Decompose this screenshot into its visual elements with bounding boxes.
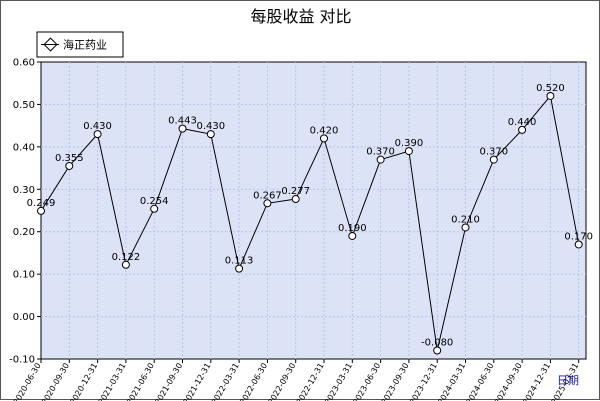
data-label: 0.443 [168,116,197,127]
y-tick-label: 0.40 [13,142,35,153]
data-label: 0.440 [508,117,537,128]
x-axis-ticks: 2020-06-302020-09-302020-12-312021-03-31… [12,359,581,401]
x-tick-label: 2022-12-31 [295,362,326,401]
data-label: 0.254 [140,196,169,207]
x-tick-label: 2021-03-31 [97,362,128,401]
x-tick-label: 2023-06-30 [351,362,382,401]
data-label: -0.080 [421,338,453,349]
data-label: 0.210 [451,214,480,225]
legend: 海正药业 [37,32,123,57]
x-tick-label: 2021-12-31 [181,362,212,401]
x-axis-label: 日期 [557,374,579,387]
x-tick-label: 2024-09-30 [493,362,524,401]
x-tick-label: 2024-12-31 [521,362,552,401]
x-tick-label: 2022-06-30 [238,362,269,401]
data-label: 0.113 [225,256,254,267]
data-label: 0.277 [281,186,310,197]
x-tick-label: 2023-03-31 [323,362,354,401]
data-label: 0.249 [27,198,56,209]
data-label: 0.420 [310,125,339,136]
y-tick-label: -0.10 [9,355,35,366]
x-tick-label: 2020-06-30 [12,362,43,401]
x-tick-label: 2020-12-31 [68,362,99,401]
data-label: 0.430 [83,121,112,132]
x-tick-label: 2024-03-31 [436,362,467,401]
x-tick-label: 2023-12-31 [408,362,439,401]
plot-area [41,62,586,359]
x-tick-label: 2021-09-30 [153,362,184,401]
y-axis-ticks: -0.10 0.00 0.10 0.20 0.30 0.40 0.50 0.60 [9,58,41,366]
y-tick-label: 0.60 [13,58,35,69]
data-label: 0.170 [564,231,593,242]
data-label: 0.190 [338,223,367,234]
y-tick-label: 0.00 [13,312,35,323]
y-tick-label: 0.30 [13,185,35,196]
legend-series-name: 海正药业 [63,38,107,52]
data-label: 0.430 [196,121,225,132]
x-tick-label: 2022-03-31 [210,362,241,401]
y-tick-label: 0.50 [13,100,35,111]
data-label: 0.390 [395,138,424,149]
x-tick-label: 2023-09-30 [380,362,411,401]
x-tick-label: 2020-09-30 [40,362,71,401]
data-label: 0.520 [536,83,565,94]
data-label: 0.370 [366,147,395,158]
x-tick-label: 2024-06-30 [464,362,495,401]
x-tick-label: 2022-09-30 [266,362,297,401]
y-tick-label: 0.10 [13,270,35,281]
data-label: 0.122 [112,252,141,263]
data-label: 0.370 [479,147,508,158]
y-tick-label: 0.20 [13,227,35,238]
data-label: 0.267 [253,190,282,201]
data-label: 0.355 [55,153,84,164]
x-tick-label: 2021-06-30 [125,362,156,401]
chart-title: 每股收益 对比 [250,7,351,26]
